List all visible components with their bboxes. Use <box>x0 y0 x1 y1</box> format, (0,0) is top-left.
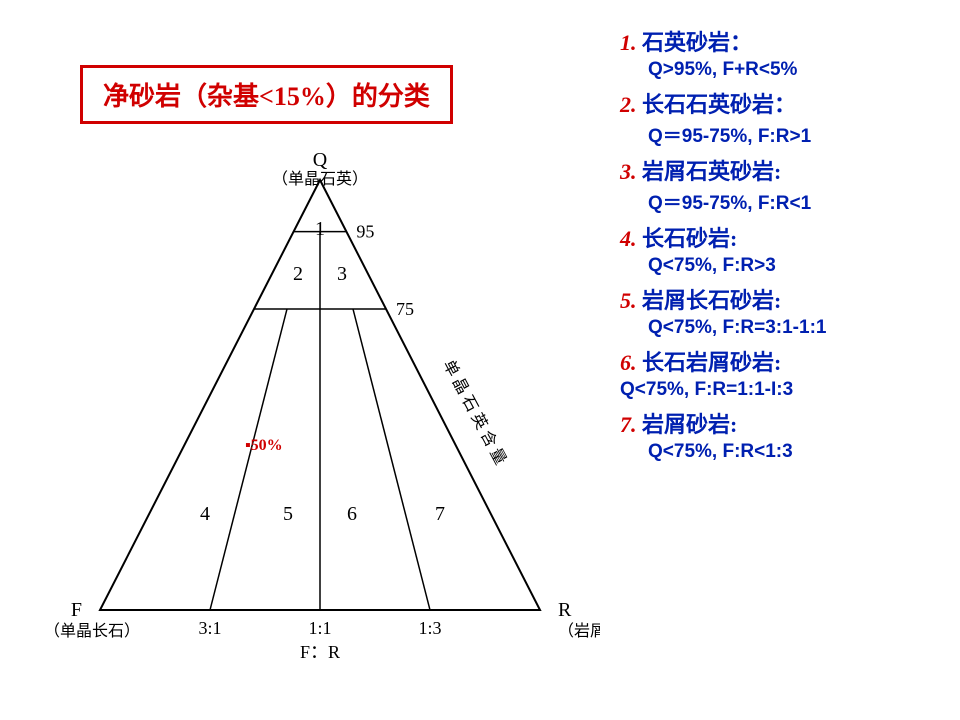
svg-text:4: 4 <box>200 503 210 525</box>
svg-text:2: 2 <box>293 263 303 285</box>
svg-text:3: 3 <box>337 263 347 285</box>
legend-criteria: Q＝95-75%, F:R>1 <box>648 121 940 148</box>
ternary-diagram: 95753:11:11:3F：RQ（单晶石英）F（单晶长石）R（岩屑）单晶石英含… <box>40 150 600 710</box>
svg-text:Q: Q <box>313 150 328 171</box>
legend-name: 长石砂岩: <box>642 226 737 251</box>
legend-criteria: Q>95%, F+R<5% <box>648 59 940 81</box>
svg-text:F：R: F：R <box>300 642 340 662</box>
svg-text:（单晶石英）: （单晶石英） <box>272 170 368 188</box>
svg-text:1:3: 1:3 <box>418 618 441 638</box>
legend-criteria: Q＝95-75%, F:R<1 <box>648 188 940 215</box>
legend-num: 1. <box>620 30 642 55</box>
legend-num: 5. <box>620 288 642 313</box>
svg-text:R: R <box>558 599 572 621</box>
legend-criteria: Q<75%, F:R<1:3 <box>648 441 940 463</box>
svg-text:（单晶长石）: （单晶长石） <box>44 622 140 640</box>
svg-text:95: 95 <box>356 222 374 242</box>
legend-name: 岩屑长石砂岩: <box>642 288 781 313</box>
legend-criteria: Q<75%, F:R=3:1-1:1 <box>648 317 940 339</box>
legend-criteria: Q<75%, F:R=1:1-I:3 <box>620 379 940 401</box>
legend-num: 3. <box>620 159 642 184</box>
svg-text:（岩屑）: （岩屑） <box>558 622 600 640</box>
legend-name: 长石岩屑砂岩: <box>642 350 781 375</box>
legend-name: 石英砂岩： <box>642 30 752 55</box>
svg-text:6: 6 <box>347 503 357 525</box>
legend: 1. 石英砂岩： Q>95%, F+R<5% 2. 长石石英砂岩： Q＝95-75%,… <box>620 25 940 469</box>
ternary-svg: 95753:11:11:3F：RQ（单晶石英）F（单晶长石）R（岩屑）单晶石英含… <box>40 150 600 710</box>
page-title: 净砂岩（杂基<15%）的分类 <box>103 82 430 111</box>
svg-text:单晶石英含量: 单晶石英含量 <box>439 357 511 471</box>
legend-num: 4. <box>620 226 642 251</box>
legend-num: 6. <box>620 350 642 375</box>
svg-text:7: 7 <box>435 503 445 525</box>
legend-criteria: Q<75%, F:R>3 <box>648 255 940 277</box>
svg-text:5: 5 <box>283 503 293 525</box>
svg-text:3:1: 3:1 <box>198 618 221 638</box>
legend-name: 岩屑砂岩: <box>642 412 737 437</box>
svg-text:▪50%: ▪50% <box>245 437 283 454</box>
legend-num: 7. <box>620 412 642 437</box>
legend-name: 岩屑石英砂岩: <box>642 159 781 184</box>
svg-text:1: 1 <box>315 218 325 240</box>
legend-num: 2. <box>620 92 642 117</box>
svg-text:75: 75 <box>396 299 414 319</box>
title-box: 净砂岩（杂基<15%）的分类 <box>80 65 453 124</box>
legend-name: 长石石英砂岩： <box>642 92 796 117</box>
svg-text:F: F <box>71 599 82 621</box>
svg-text:1:1: 1:1 <box>308 618 331 638</box>
